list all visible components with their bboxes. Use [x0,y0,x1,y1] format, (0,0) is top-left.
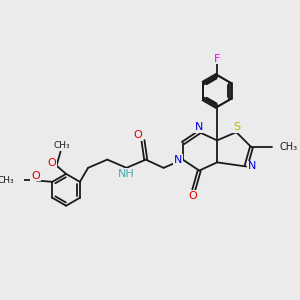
Text: O: O [134,130,142,140]
Text: CH₃: CH₃ [0,176,14,185]
Text: O: O [31,170,40,181]
Text: O: O [188,191,197,201]
Text: N: N [174,154,182,165]
Text: N: N [248,161,256,172]
Text: N: N [195,122,203,132]
Text: CH₃: CH₃ [53,141,70,150]
Text: O: O [47,158,56,169]
Text: F: F [214,54,220,64]
Text: NH: NH [118,169,135,179]
Text: S: S [233,122,240,132]
Text: CH₃: CH₃ [280,142,298,152]
